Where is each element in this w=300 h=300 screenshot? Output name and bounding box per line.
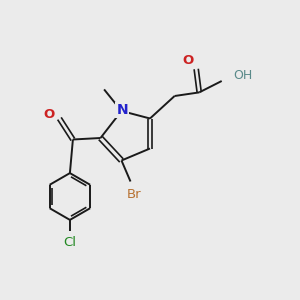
- Text: O: O: [43, 108, 55, 122]
- Text: O: O: [182, 54, 194, 67]
- Text: Br: Br: [127, 188, 141, 201]
- Text: OH: OH: [233, 69, 252, 82]
- Text: Cl: Cl: [63, 236, 76, 249]
- Text: N: N: [117, 103, 128, 117]
